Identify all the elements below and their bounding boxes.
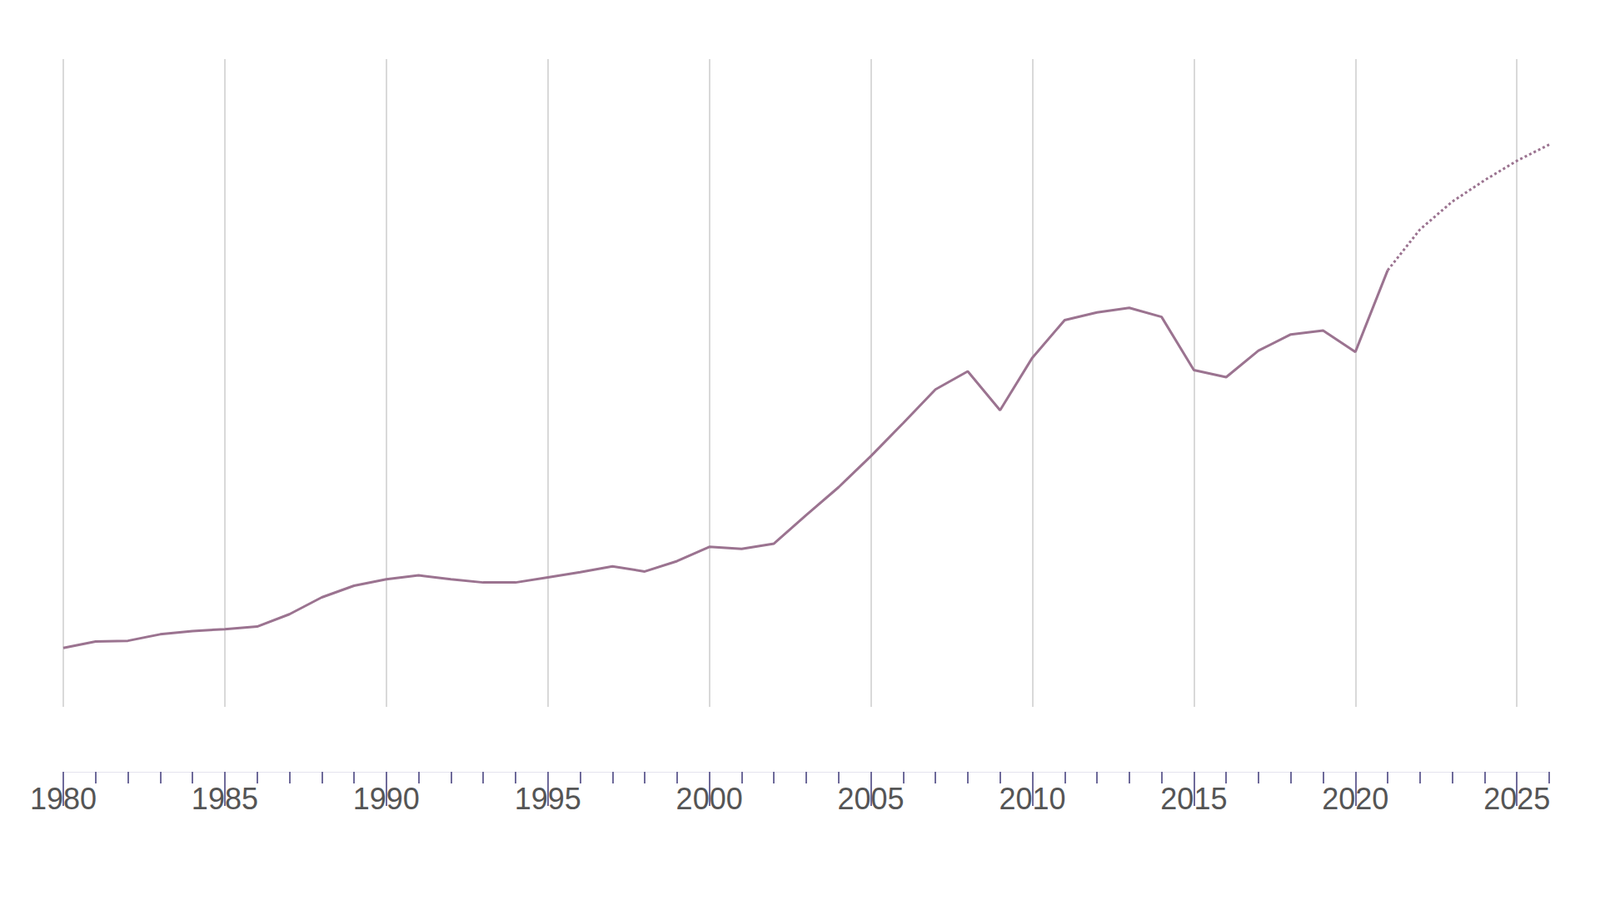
svg-text:1995: 1995 — [514, 782, 582, 817]
svg-text:2025: 2025 — [1483, 782, 1551, 817]
svg-text:2005: 2005 — [837, 782, 905, 817]
svg-text:2010: 2010 — [998, 782, 1066, 817]
svg-text:2015: 2015 — [1160, 782, 1227, 817]
svg-text:1985: 1985 — [191, 782, 259, 817]
svg-text:1980: 1980 — [29, 782, 97, 817]
svg-text:2000: 2000 — [676, 782, 743, 817]
svg-text:1990: 1990 — [353, 782, 420, 817]
svg-text:2020: 2020 — [1321, 782, 1389, 817]
